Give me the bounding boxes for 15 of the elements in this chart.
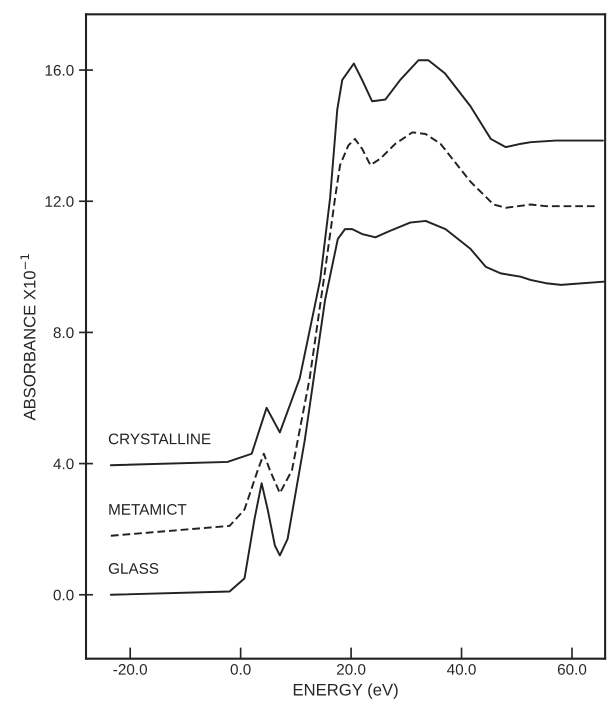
y-tick-label: 4.0 — [53, 458, 74, 470]
series-label: GLASS — [108, 563, 158, 574]
series-label: METAMICT — [109, 504, 186, 515]
y-axis-title: ABSORBANCE X10$^{−1}$ — [20, 254, 36, 420]
x-axis-title: ENERGY (eV) — [294, 683, 398, 699]
x-tick-label: 0.0 — [230, 664, 251, 675]
x-tick-label: 40.0 — [447, 664, 476, 675]
y-tick-label: 16.0 — [46, 64, 74, 76]
series-label: CRYSTALLINE — [108, 434, 210, 444]
y-tick-label: 8.0 — [54, 327, 74, 338]
x-tick-label: 60.0 — [558, 664, 586, 675]
x-tick-label: 20.0 — [336, 664, 366, 675]
x-tick-label: -20.0 — [113, 664, 148, 675]
y-tick-label: 0.0 — [54, 590, 74, 600]
y-tick-label: 12.0 — [46, 196, 74, 207]
